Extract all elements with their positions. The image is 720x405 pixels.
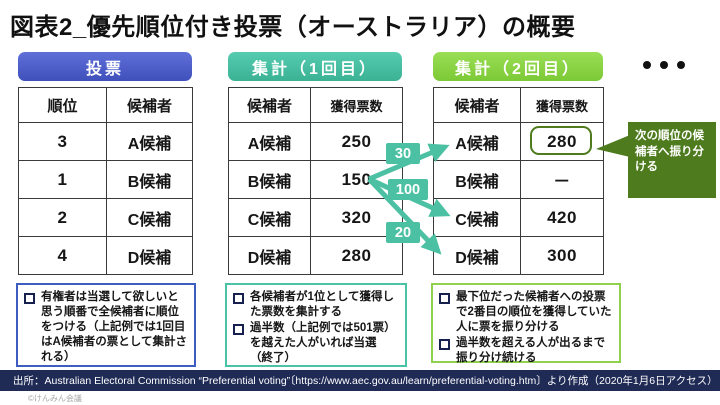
- candidate-cell: D候補: [228, 236, 311, 275]
- candidate-cell: D候補: [433, 236, 521, 275]
- note-box-round1: 各候補者が1位として獲得した票数を集計する 過半数（上記例では501票）を越えた…: [225, 283, 407, 367]
- table-row: 1 B候補: [18, 160, 193, 199]
- candidate-cell: A候補: [106, 122, 193, 161]
- candidate-cell: C候補: [433, 198, 521, 237]
- list-item: 各候補者が1位として獲得した票数を集計する: [233, 290, 399, 320]
- candidate-cell: D候補: [106, 236, 193, 275]
- table-row: 3 A候補: [18, 122, 193, 161]
- candidate-column-header: 候補者: [433, 87, 521, 123]
- dot-icon: [677, 61, 685, 69]
- note-text: 最下位だった候補者への投票で2番目の順位を獲得していた人に票を振り分ける: [456, 291, 612, 333]
- list-item: 有権者は当選して欲しいと思う順番で全候補者に順位をつける（上記例では1回目はA候…: [24, 290, 188, 365]
- round1-table: 候補者 獲得票数 A候補 250 B候補 150 C候補 320 D候補 280: [228, 87, 403, 275]
- square-bullet-icon: [24, 293, 35, 304]
- candidate-cell: B候補: [106, 160, 193, 199]
- table-row: A候補 250: [228, 122, 403, 161]
- ballot-table: 順位 候補者 3 A候補 1 B候補 2 C候補 4 D候補: [18, 87, 193, 275]
- table-header-row: 候補者 獲得票数: [228, 87, 403, 123]
- square-bullet-icon: [439, 338, 450, 350]
- rank-cell: 3: [18, 122, 107, 161]
- table-row: 2 C候補: [18, 198, 193, 237]
- votes-cell: 420: [520, 198, 604, 237]
- note-text: 有権者は当選して欲しいと思う順番で全候補者に順位をつける（上記例では1回目はA候…: [41, 291, 187, 363]
- table-row: 4 D候補: [18, 236, 193, 275]
- note-text: 各候補者が1位として獲得した票数を集計する: [250, 291, 395, 318]
- votes-cell: －: [520, 160, 604, 199]
- candidate-cell: A候補: [433, 122, 521, 161]
- note-box-round2: 最下位だった候補者への投票で2番目の順位を獲得していた人に票を振り分ける 過半数…: [431, 283, 621, 366]
- list-item: 過半数を超える人が出るまで振り分け続ける: [439, 336, 613, 366]
- table-header-row: 候補者 獲得票数: [433, 87, 604, 123]
- page-title: 図表2_優先順位付き投票（オーストラリア）の概要: [10, 14, 576, 41]
- rank-cell: 4: [18, 236, 107, 275]
- candidate-column-header: 候補者: [106, 87, 193, 123]
- table-row: D候補 300: [433, 236, 604, 275]
- vote-table-header-pill: 投票: [18, 52, 192, 81]
- highlight-ring: [530, 126, 592, 155]
- candidate-cell: C候補: [106, 198, 193, 237]
- continuation-dots: [643, 61, 685, 69]
- table-row: B候補 150: [228, 160, 403, 199]
- rank-cell: 2: [18, 198, 107, 237]
- candidate-cell: C候補: [228, 198, 311, 237]
- candidate-column-header: 候補者: [228, 87, 311, 123]
- copyright-text: ©けんみん会議: [28, 394, 82, 403]
- transfer-badge-20: 20: [386, 222, 420, 243]
- round1-table-header-pill: 集計（1回目）: [228, 52, 402, 81]
- next-rank-callout: 次の順位の候補者へ振り分ける: [628, 122, 716, 198]
- dot-icon: [643, 61, 651, 69]
- votes-column-header: 獲得票数: [520, 87, 604, 123]
- table-row: B候補 －: [433, 160, 604, 199]
- rank-cell: 1: [18, 160, 107, 199]
- table-row: D候補 280: [228, 236, 403, 275]
- dot-icon: [660, 61, 668, 69]
- table-header-row: 順位 候補者: [18, 87, 193, 123]
- transfer-badge-30: 30: [386, 143, 420, 164]
- candidate-cell: B候補: [433, 160, 521, 199]
- square-bullet-icon: [233, 293, 244, 304]
- votes-column-header: 獲得票数: [310, 87, 403, 123]
- round2-table-header-pill: 集計（2回目）: [433, 52, 603, 81]
- list-item: 最下位だった候補者への投票で2番目の順位を獲得していた人に票を振り分ける: [439, 290, 613, 335]
- transfer-badge-100: 100: [388, 179, 428, 200]
- table-row: C候補 320: [228, 198, 403, 237]
- list-item: 過半数（上記例では501票）を越えた人がいれば当選（終了）: [233, 321, 399, 366]
- table-row: C候補 420: [433, 198, 604, 237]
- source-footer: 出所：Australian Electoral Commission “Pref…: [0, 370, 720, 391]
- square-bullet-icon: [233, 323, 244, 335]
- note-text: 過半数（上記例では501票）を越えた人がいれば当選（終了）: [250, 321, 396, 364]
- candidate-cell: B候補: [228, 160, 311, 199]
- note-box-voting: 有権者は当選して欲しいと思う順番で全候補者に順位をつける（上記例では1回目はA候…: [16, 283, 196, 367]
- votes-cell: 300: [520, 236, 604, 275]
- candidate-cell: A候補: [228, 122, 311, 161]
- rank-column-header: 順位: [18, 87, 107, 123]
- round2-table: 候補者 獲得票数 A候補 280 B候補 － C候補 420 D候補 300: [433, 87, 604, 275]
- square-bullet-icon: [439, 293, 450, 304]
- note-text: 過半数を超える人が出るまで振り分け続ける: [456, 336, 606, 364]
